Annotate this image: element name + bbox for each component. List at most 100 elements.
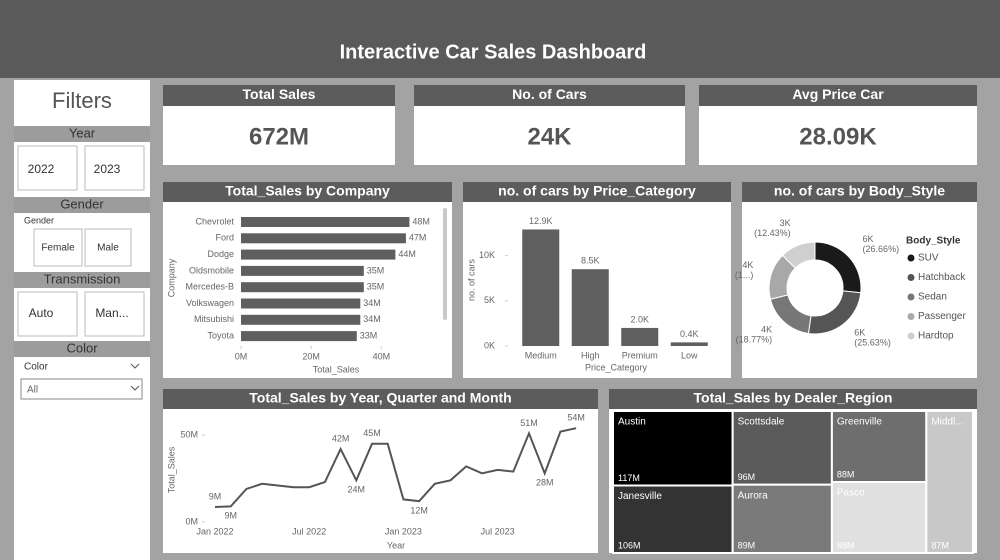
data-label: 48M bbox=[412, 216, 430, 226]
data-label: 87M bbox=[931, 540, 949, 550]
filter-button[interactable] bbox=[84, 291, 145, 337]
dropdown[interactable] bbox=[20, 378, 143, 400]
filter-title: Filters bbox=[52, 88, 112, 113]
filter-button[interactable] bbox=[17, 145, 78, 191]
legend-marker bbox=[907, 274, 915, 281]
bar bbox=[241, 331, 357, 342]
bar bbox=[241, 265, 364, 276]
filter-button[interactable] bbox=[33, 228, 83, 267]
data-label: 88M bbox=[837, 540, 855, 550]
data-label: 2.0K bbox=[630, 314, 649, 324]
data-label: 96M bbox=[738, 472, 756, 482]
data-label: 6K (25.63%) bbox=[854, 328, 891, 348]
x-axis-title: Year bbox=[387, 540, 405, 550]
x-tick-label: 20M bbox=[302, 351, 320, 361]
section-label: Transmission bbox=[44, 271, 121, 286]
y-tick-label: Mitsubishi bbox=[194, 314, 234, 324]
bar bbox=[571, 269, 609, 346]
y-tick-label: Ford bbox=[215, 233, 234, 243]
section-label: Gender bbox=[60, 196, 104, 211]
kpi-title: No. of Cars bbox=[512, 86, 587, 102]
data-label: 24M bbox=[348, 485, 366, 495]
data-label: 51M bbox=[520, 418, 538, 428]
chart-title-bar bbox=[609, 389, 977, 409]
data-label: 35M bbox=[367, 265, 385, 275]
tile-label: Janesville bbox=[618, 491, 662, 502]
data-label: 4K (18.77%) bbox=[736, 325, 773, 345]
x-tick-label: Jan 2022 bbox=[196, 526, 233, 536]
data-label: 12.9K bbox=[529, 216, 553, 226]
section-label: Year bbox=[69, 125, 96, 140]
legend-marker bbox=[907, 293, 915, 301]
button-label[interactable]: Male bbox=[97, 243, 119, 254]
chart-title-bar bbox=[163, 182, 452, 202]
button-label[interactable]: 2022 bbox=[28, 162, 55, 176]
y-tick-label: Volkswagen bbox=[186, 298, 234, 308]
data-label: 88M bbox=[837, 469, 855, 479]
section-label: Color bbox=[66, 340, 98, 355]
data-label: 117M bbox=[618, 473, 640, 483]
bar bbox=[241, 314, 361, 325]
chart-title: no. of cars by Body_Style bbox=[774, 183, 945, 199]
kpi-title-bar bbox=[414, 85, 685, 106]
treemap-tile bbox=[925, 410, 975, 554]
data-label: 28M bbox=[536, 478, 554, 488]
y-axis-title: Total_Sales bbox=[166, 446, 176, 493]
legend-marker bbox=[907, 332, 915, 340]
chart-title-bar bbox=[742, 182, 977, 202]
section-bar bbox=[14, 197, 150, 213]
data-label: 12M bbox=[410, 506, 428, 516]
data-label: 33M bbox=[360, 330, 378, 340]
kpi-title: Avg Price Car bbox=[792, 86, 884, 102]
legend-label: Hatchback bbox=[918, 272, 966, 283]
section-bar bbox=[14, 341, 150, 357]
x-tick-label: Low bbox=[681, 350, 698, 360]
x-tick-label: Premium bbox=[622, 350, 658, 360]
data-label: 45M bbox=[363, 428, 381, 438]
chart-title: Total_Sales by Company bbox=[225, 183, 390, 199]
x-tick-label: Jul 2023 bbox=[481, 526, 515, 536]
x-tick-label: 0M bbox=[235, 351, 248, 361]
button-label[interactable]: Female bbox=[41, 243, 75, 254]
data-label: 34M bbox=[363, 298, 381, 308]
x-tick-label: Jan 2023 bbox=[385, 526, 422, 536]
filter-button[interactable] bbox=[84, 145, 145, 191]
header-bar bbox=[0, 0, 1000, 78]
chart-title: Total_Sales by Dealer_Region bbox=[694, 390, 893, 406]
bar bbox=[621, 327, 659, 346]
x-tick-label: High bbox=[581, 350, 600, 360]
tile-label: Austin bbox=[618, 417, 646, 428]
y-tick-label: Dodge bbox=[207, 249, 234, 259]
chart-title-bar bbox=[163, 389, 598, 409]
kpi-title-bar bbox=[163, 85, 395, 106]
dropdown-value[interactable]: All bbox=[27, 385, 38, 396]
filter-button[interactable] bbox=[17, 291, 78, 337]
scrollbar bbox=[443, 208, 447, 320]
x-axis-title: Total_Sales bbox=[313, 364, 360, 374]
tile-label: Greenville bbox=[837, 417, 882, 428]
x-tick-label: 40M bbox=[373, 351, 391, 361]
chart-panel bbox=[163, 389, 598, 553]
x-tick-label: Medium bbox=[525, 350, 557, 360]
y-tick-label: Mercedes-B bbox=[185, 282, 234, 292]
data-label: 47M bbox=[409, 233, 427, 243]
legend-title: Body_Style bbox=[906, 236, 961, 247]
button-label[interactable]: Man... bbox=[95, 306, 128, 320]
data-label: 42M bbox=[332, 433, 350, 443]
treemap-tile bbox=[612, 410, 734, 487]
data-label: 0.4K bbox=[680, 329, 699, 339]
legend-label: SUV bbox=[918, 253, 939, 264]
legend-marker bbox=[907, 313, 915, 320]
chevron-icon[interactable] bbox=[130, 363, 140, 369]
y-tick-label: Toyota bbox=[207, 330, 234, 340]
data-label: 3K (12.43%) bbox=[754, 218, 791, 238]
filter-button[interactable] bbox=[84, 228, 132, 267]
chevron-icon[interactable] bbox=[130, 385, 140, 391]
y-axis-title: Company bbox=[166, 258, 176, 297]
y-tick-label: 50M bbox=[180, 429, 198, 439]
data-label: 6K (26.66%) bbox=[863, 235, 900, 255]
button-label[interactable]: Auto bbox=[29, 306, 54, 320]
data-label: 8.5K bbox=[581, 256, 600, 266]
button-label[interactable]: 2023 bbox=[94, 162, 121, 176]
